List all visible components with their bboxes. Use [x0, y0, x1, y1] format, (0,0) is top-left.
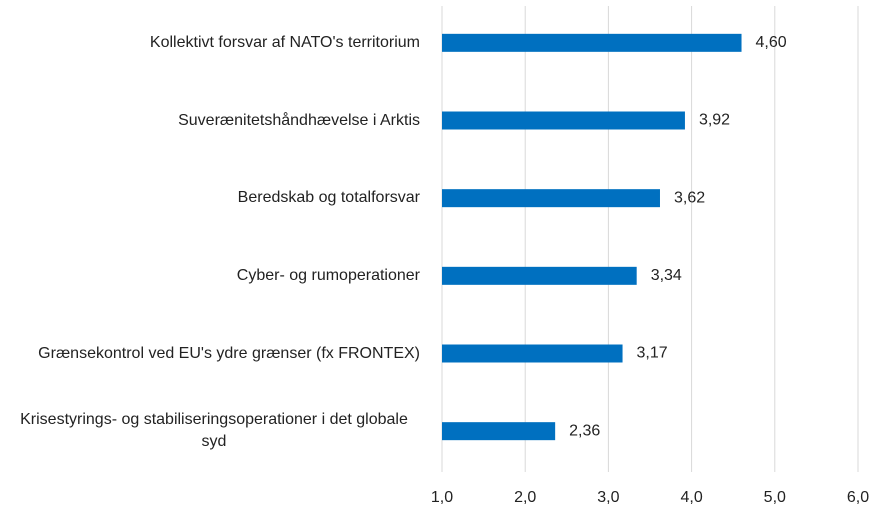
- category-text: Krisestyrings- og stabiliseringsoperatio…: [20, 411, 408, 451]
- value-label: 3,92: [699, 112, 730, 129]
- bar: [442, 266, 637, 285]
- value-label: 4,60: [756, 34, 787, 51]
- category-text: Cyber- og rumoperationer: [236, 266, 420, 284]
- category-text: Grænsekontrol ved EU's ydre grænser (fx …: [38, 344, 420, 362]
- x-tick-label: 4,0: [680, 489, 702, 506]
- x-tick-label: 6,0: [847, 489, 869, 506]
- bar: [442, 422, 556, 441]
- bar: [442, 344, 623, 363]
- category-label: Suverænitetshåndhævelse i Arktis: [0, 110, 420, 132]
- category-text: Suverænitetshåndhævelse i Arktis: [178, 111, 420, 129]
- category-label: Beredskab og totalforsvar: [0, 187, 420, 209]
- category-label: Krisestyrings- og stabiliseringsoperatio…: [0, 409, 420, 453]
- x-tick-label: 2,0: [514, 489, 536, 506]
- category-label: Kollektivt forsvar af NATO's territorium: [0, 32, 420, 54]
- category-text: Beredskab og totalforsvar: [237, 189, 420, 207]
- value-label: 2,36: [569, 422, 600, 439]
- value-label: 3,17: [637, 345, 668, 362]
- category-text: Kollektivt forsvar af NATO's territorium: [149, 33, 420, 51]
- value-label: 3,62: [674, 189, 705, 206]
- x-tick-label: 3,0: [597, 489, 619, 506]
- category-label: Cyber- og rumoperationer: [0, 265, 420, 287]
- category-label: Grænsekontrol ved EU's ydre grænser (fx …: [0, 343, 420, 365]
- bar: [442, 111, 685, 130]
- bar: [442, 33, 742, 52]
- x-tick-label: 5,0: [764, 489, 786, 506]
- bar: [442, 189, 660, 208]
- value-label: 3,34: [651, 267, 682, 284]
- x-tick-label: 1,0: [431, 489, 453, 506]
